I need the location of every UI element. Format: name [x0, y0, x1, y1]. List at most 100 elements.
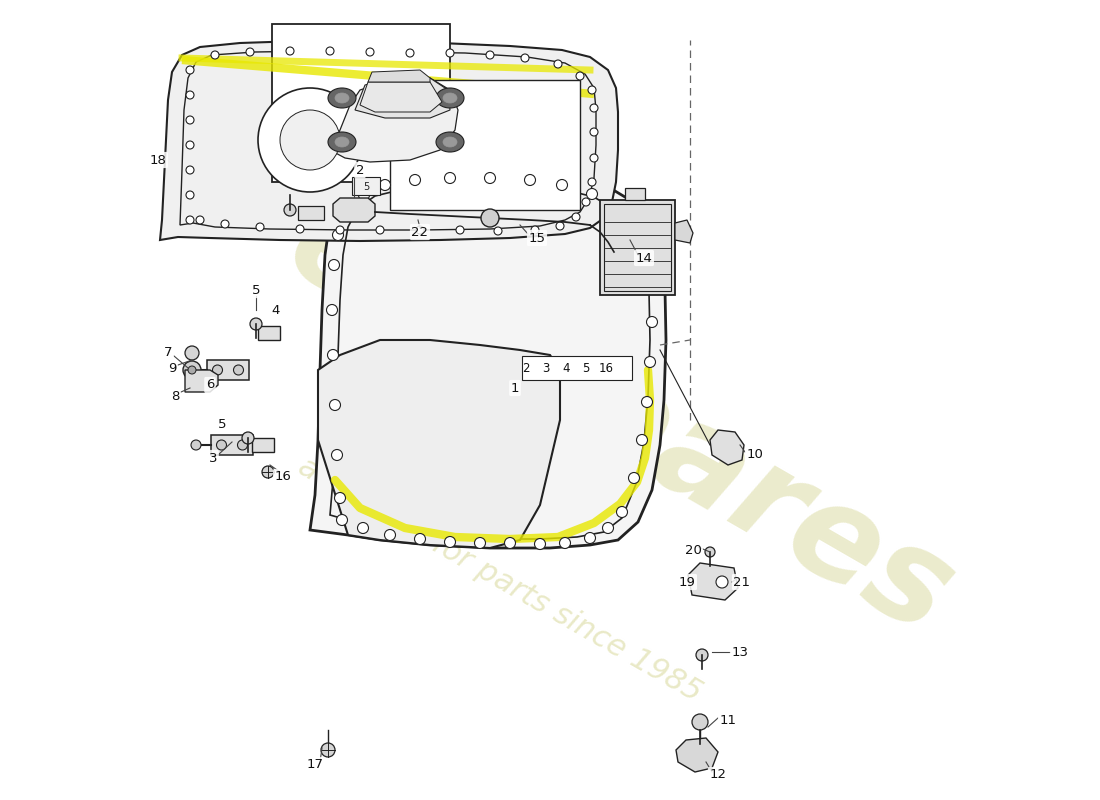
Text: 7: 7 [164, 346, 173, 359]
Circle shape [588, 86, 596, 94]
Ellipse shape [436, 88, 464, 108]
Circle shape [385, 530, 396, 541]
Circle shape [331, 450, 342, 461]
Polygon shape [330, 78, 458, 162]
Circle shape [637, 434, 648, 446]
Bar [298, 206, 324, 220]
Circle shape [531, 226, 539, 234]
Circle shape [446, 49, 454, 57]
Polygon shape [207, 360, 249, 380]
Bar [258, 326, 280, 340]
Ellipse shape [336, 93, 349, 103]
Text: 3: 3 [542, 362, 550, 375]
Circle shape [233, 365, 243, 375]
Circle shape [481, 209, 499, 227]
Circle shape [196, 216, 204, 224]
Circle shape [186, 116, 194, 124]
Polygon shape [333, 198, 375, 222]
Text: 16: 16 [598, 362, 614, 375]
Circle shape [183, 361, 201, 379]
Circle shape [484, 173, 495, 183]
Bar [600, 200, 675, 295]
Circle shape [646, 277, 657, 287]
Circle shape [645, 357, 656, 367]
Bar [390, 80, 580, 210]
Text: 2: 2 [522, 362, 530, 375]
Polygon shape [310, 168, 666, 548]
Circle shape [613, 202, 624, 214]
Circle shape [554, 60, 562, 68]
Polygon shape [355, 78, 450, 118]
Circle shape [286, 47, 294, 55]
Text: 2: 2 [355, 163, 364, 177]
Polygon shape [688, 563, 738, 600]
Circle shape [238, 440, 248, 450]
Circle shape [525, 174, 536, 186]
Circle shape [246, 48, 254, 56]
Circle shape [326, 47, 334, 55]
Polygon shape [318, 340, 560, 548]
Circle shape [211, 51, 219, 59]
Circle shape [334, 493, 345, 503]
Ellipse shape [443, 137, 456, 147]
Circle shape [262, 466, 274, 478]
Text: 20: 20 [684, 543, 702, 557]
Text: 1: 1 [510, 382, 519, 394]
Polygon shape [211, 435, 253, 455]
Text: 6: 6 [206, 378, 214, 391]
Circle shape [376, 226, 384, 234]
Circle shape [556, 222, 564, 230]
Ellipse shape [328, 88, 356, 108]
Text: 5: 5 [582, 362, 590, 375]
Circle shape [280, 110, 340, 170]
Polygon shape [185, 370, 218, 392]
Circle shape [191, 440, 201, 450]
Circle shape [186, 66, 194, 74]
Circle shape [647, 317, 658, 327]
Circle shape [630, 222, 641, 234]
Circle shape [409, 174, 420, 186]
Circle shape [696, 649, 708, 661]
Circle shape [505, 538, 516, 549]
Text: 17: 17 [307, 758, 323, 771]
Polygon shape [368, 70, 430, 82]
Bar [272, 24, 450, 182]
Circle shape [332, 230, 343, 241]
Circle shape [557, 179, 568, 190]
Circle shape [628, 473, 639, 483]
Circle shape [186, 91, 194, 99]
Circle shape [284, 204, 296, 216]
Circle shape [415, 534, 426, 545]
Circle shape [186, 166, 194, 174]
Circle shape [186, 141, 194, 149]
Text: 5: 5 [218, 418, 227, 431]
Text: 22: 22 [411, 226, 429, 238]
Circle shape [521, 54, 529, 62]
Circle shape [221, 220, 229, 228]
Circle shape [359, 190, 370, 201]
Circle shape [379, 179, 390, 190]
Circle shape [406, 49, 414, 57]
Text: 3: 3 [209, 451, 218, 465]
Circle shape [187, 365, 197, 375]
Text: 11: 11 [719, 714, 737, 726]
Circle shape [416, 226, 424, 234]
Circle shape [327, 305, 338, 315]
Circle shape [586, 189, 597, 199]
Circle shape [616, 506, 627, 518]
Text: 13: 13 [732, 646, 748, 658]
Bar [604, 204, 671, 291]
Polygon shape [160, 41, 618, 241]
Text: 10: 10 [747, 449, 763, 462]
Circle shape [186, 216, 194, 224]
Circle shape [366, 48, 374, 56]
Circle shape [603, 522, 614, 534]
Circle shape [576, 72, 584, 80]
Ellipse shape [443, 93, 456, 103]
Circle shape [188, 366, 196, 374]
Ellipse shape [336, 137, 349, 147]
Circle shape [330, 399, 341, 410]
Circle shape [444, 173, 455, 183]
Circle shape [456, 226, 464, 234]
Circle shape [584, 533, 595, 543]
